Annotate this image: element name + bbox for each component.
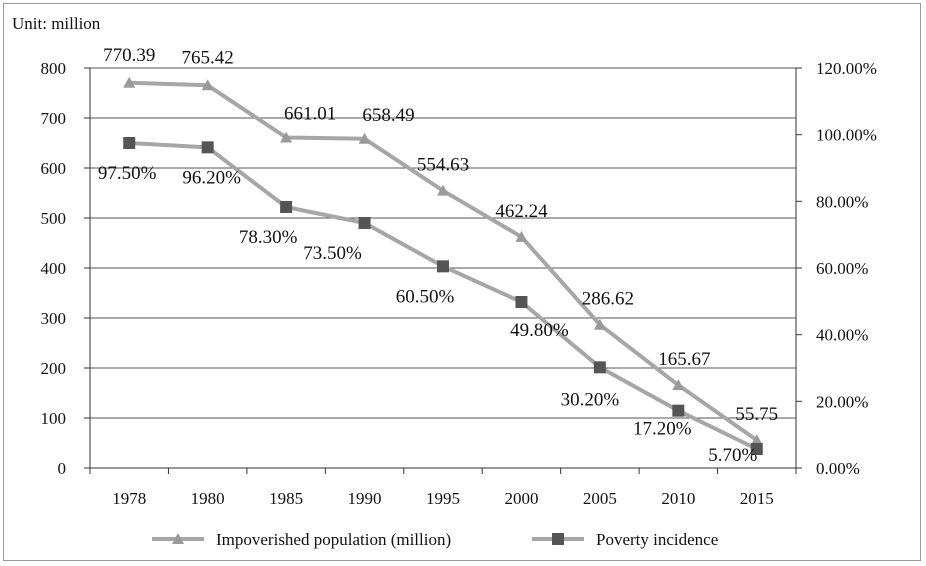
y-left-tick-label: 600 (41, 159, 67, 178)
legend-triangle-marker (172, 533, 184, 544)
incidence-point (437, 260, 449, 273)
x-tick-label: 1995 (426, 489, 460, 508)
population-data-label: 658.49 (362, 105, 414, 126)
legend-item-incidence: Poverty incidence (532, 530, 718, 549)
incidence-data-label: 73.50% (303, 243, 362, 264)
incidence-data-label: 5.70% (708, 445, 757, 466)
population-data-label: 286.62 (582, 289, 634, 310)
legend-square-marker (552, 533, 564, 545)
population-point (593, 318, 606, 330)
x-tick-label: 1978 (112, 489, 146, 508)
x-tick-label: 2010 (661, 489, 695, 508)
population-point (672, 379, 685, 391)
y-left-tick-label: 0 (58, 459, 67, 478)
y-left-tick-label: 300 (41, 309, 67, 328)
legend: Impoverished population (million) Poverty… (152, 530, 718, 549)
incidence-point (515, 296, 528, 308)
x-tick-label: 1985 (269, 489, 303, 508)
legend-label: Poverty incidence (596, 530, 718, 549)
incidence-data-label: 30.20% (561, 389, 620, 410)
population-point (437, 184, 449, 196)
incidence-point (358, 217, 371, 229)
population-data-label: 765.42 (182, 47, 234, 68)
population-point (201, 79, 214, 91)
population-data-label: 165.67 (658, 349, 710, 370)
population-data-label: 554.63 (417, 155, 469, 176)
population-data-label: 661.01 (284, 103, 336, 124)
incidence-point (750, 443, 763, 455)
axes: 0 100 200 300 400 500 600 700 800 0.00% 20.00% 40.0… (41, 59, 877, 508)
y-left-tick-label: 500 (41, 209, 67, 228)
population-point (750, 434, 763, 446)
incidence-data-label: 17.20% (633, 419, 692, 440)
series-layer (123, 76, 763, 455)
incidence-point (201, 141, 214, 154)
x-tick-label: 2015 (740, 489, 774, 508)
population-data-label: 462.24 (495, 201, 548, 222)
grid-lines (90, 67, 796, 419)
population-point (280, 131, 293, 143)
data-labels: 770.39 765.42 661.01 658.49 554.63 462.24 286.… (98, 45, 778, 466)
incidence-point (672, 404, 685, 417)
y-right-tick-label: 20.00% (816, 392, 868, 411)
y-left-tick-label: 800 (41, 59, 67, 78)
y-left-tick-label: 700 (41, 109, 67, 128)
x-tick-label: 1990 (348, 489, 382, 508)
x-tick-label: 2000 (504, 489, 538, 508)
incidence-point (123, 137, 136, 149)
incidence-data-label: 97.50% (98, 163, 157, 184)
incidence-point (593, 361, 606, 374)
incidence-point (280, 201, 293, 213)
y-right-tick-label: 100.00% (816, 126, 877, 145)
legend-item-population: Impoverished population (million) (152, 530, 451, 549)
incidence-data-label: 60.50% (396, 286, 455, 307)
unit-label: Unit: million (12, 14, 101, 33)
y-left-tick-label: 400 (41, 259, 67, 278)
x-tick-label: 2005 (583, 489, 617, 508)
y-left-tick-label: 200 (41, 359, 67, 378)
y-left-tick-label: 100 (41, 409, 67, 428)
population-point (358, 132, 371, 144)
incidence-data-label: 78.30% (239, 227, 298, 248)
incidence-data-label: 96.20% (182, 167, 241, 188)
population-point (123, 76, 136, 88)
y-right-tick-label: 60.00% (816, 259, 868, 278)
population-point (515, 230, 528, 242)
x-tick-label: 1980 (191, 489, 225, 508)
legend-label: Impoverished population (million) (216, 530, 451, 549)
y-right-tick-label: 0.00% (816, 459, 860, 478)
y-right-tick-label: 120.00% (816, 59, 877, 78)
y-right-tick-label: 40.00% (816, 326, 868, 345)
population-data-label: 770.39 (103, 45, 155, 66)
y-right-tick-label: 80.00% (816, 192, 868, 211)
incidence-data-label: 49.80% (510, 320, 569, 341)
population-data-label: 55.75 (735, 404, 778, 425)
